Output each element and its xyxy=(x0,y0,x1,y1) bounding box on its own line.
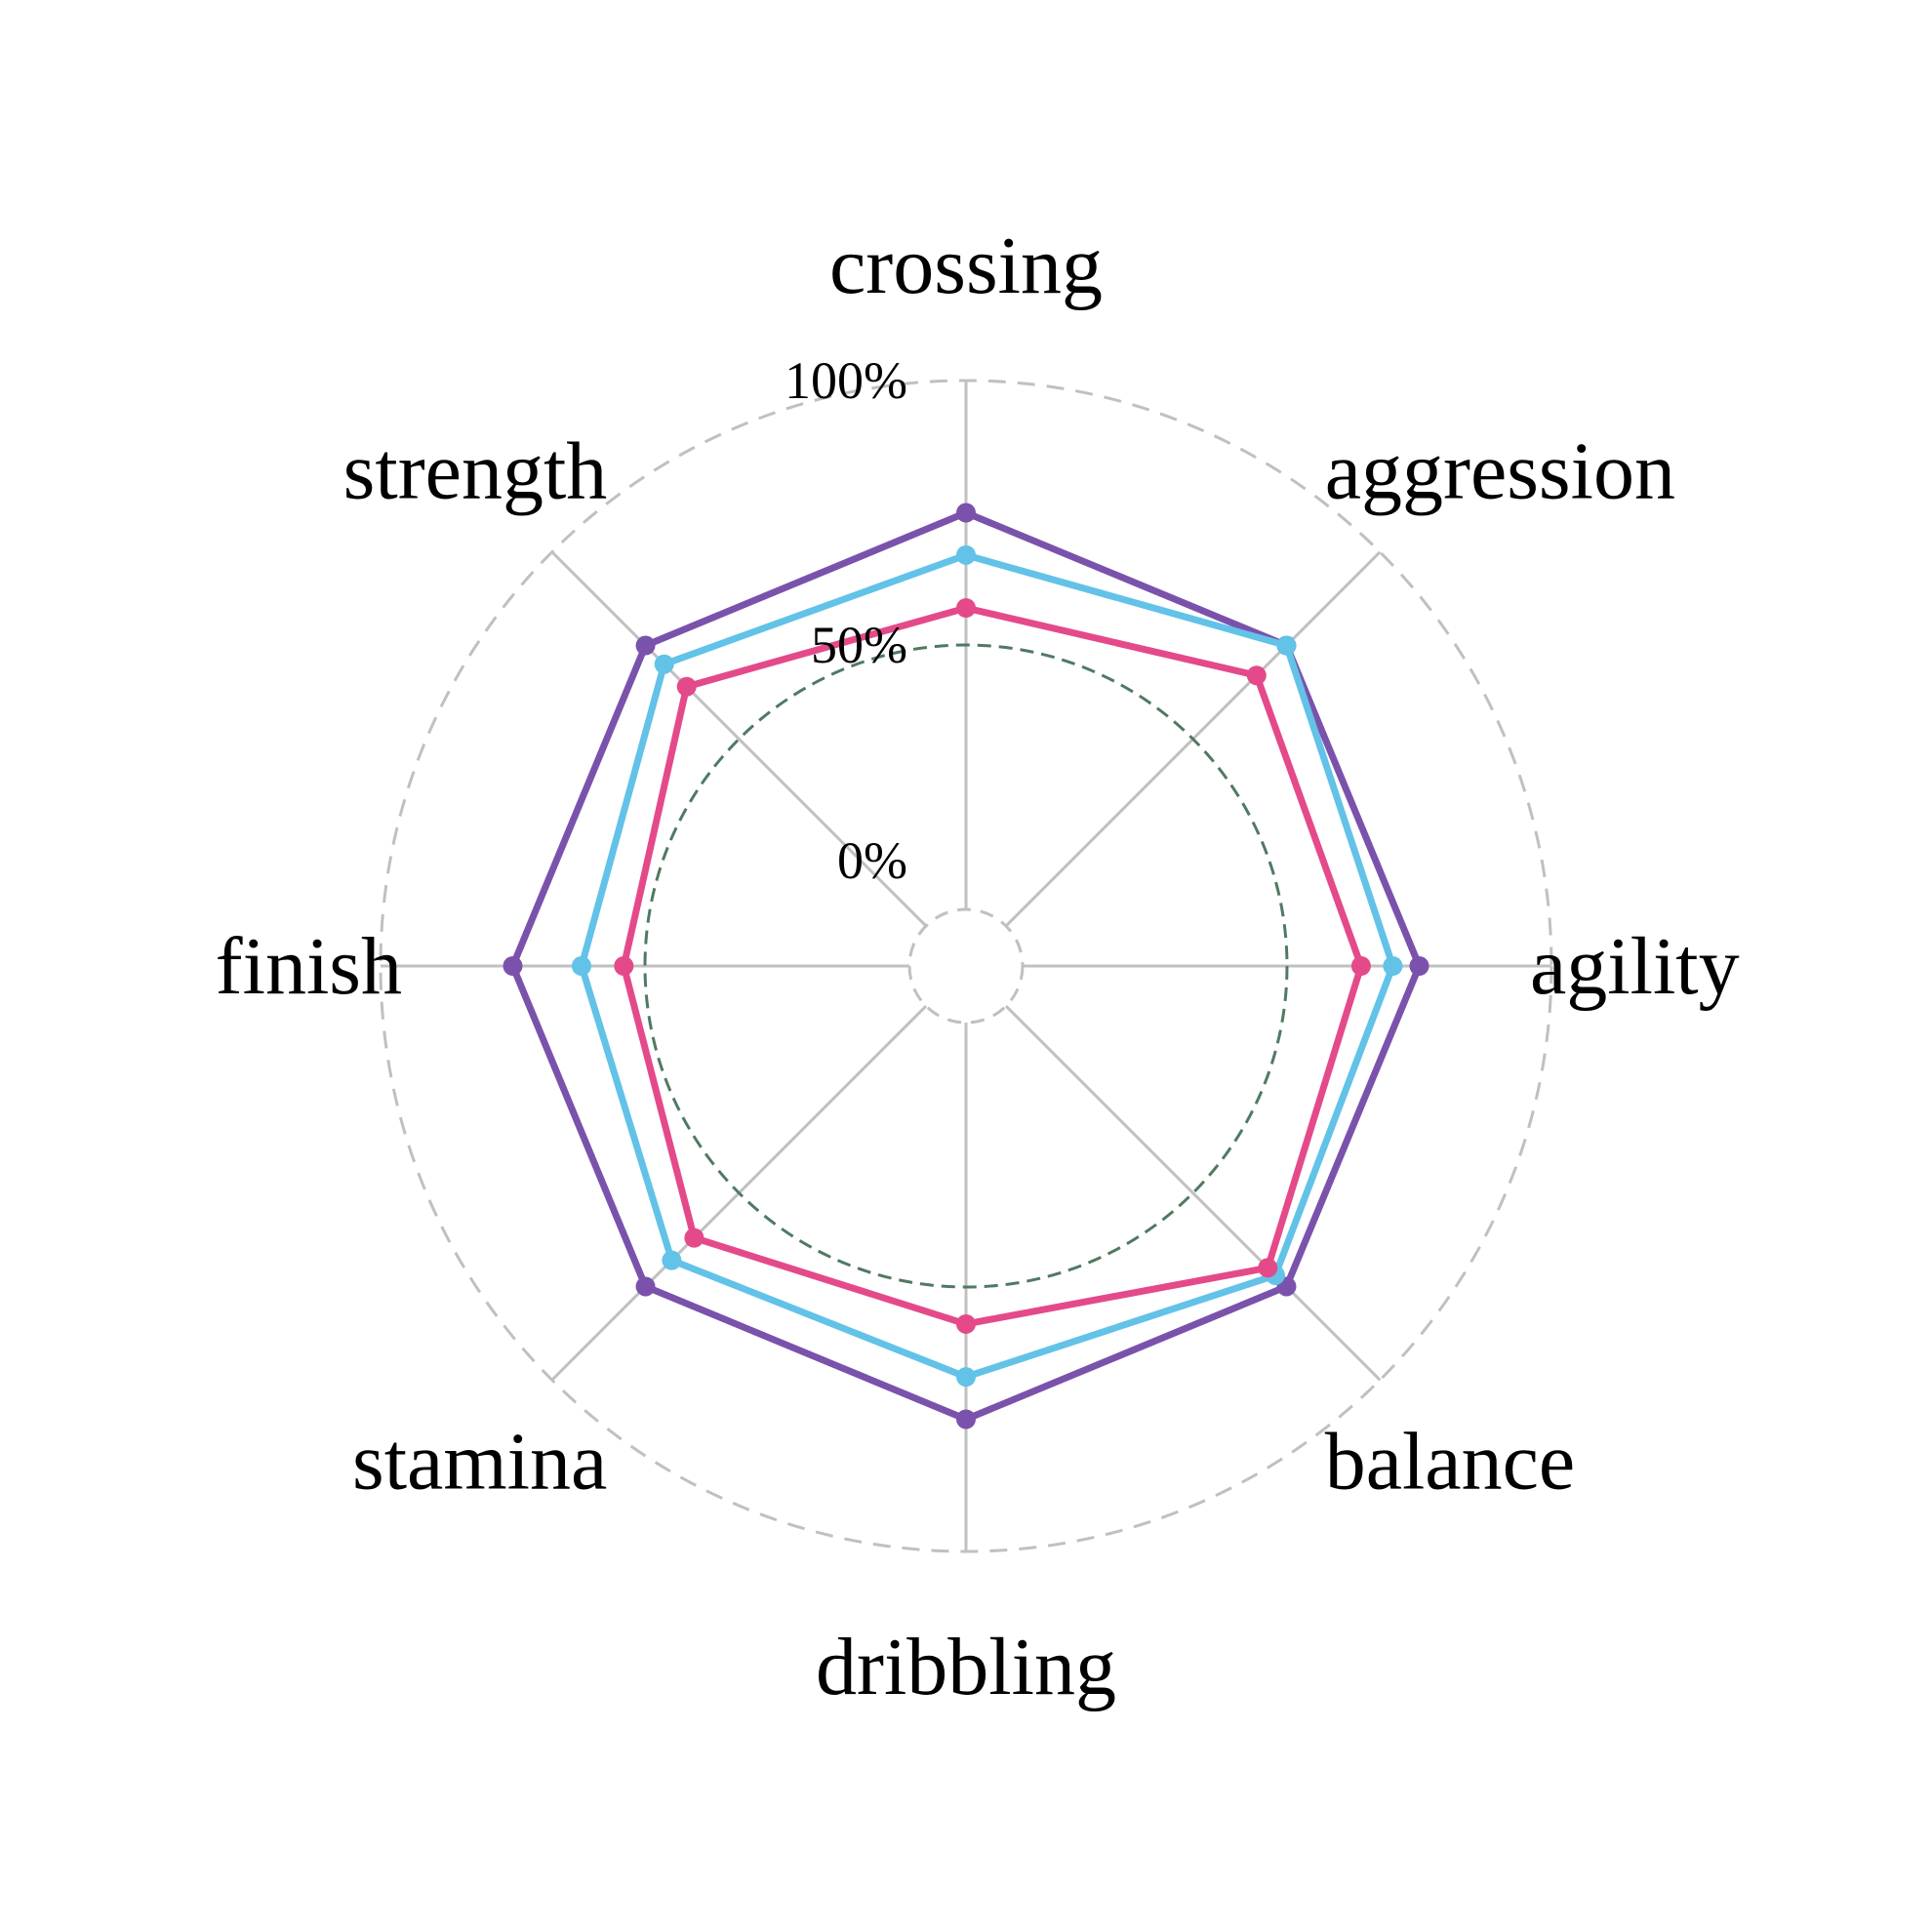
series-1-point-finish xyxy=(503,956,523,976)
series-1-point-dribbling xyxy=(956,1409,976,1429)
series-3-point-agility xyxy=(1350,956,1371,976)
grid xyxy=(379,379,1553,1553)
series-1-point-strength xyxy=(635,635,656,656)
series-2-point-dribbling xyxy=(956,1367,976,1388)
radial-tick-labels: 0% 50% 100% xyxy=(785,351,907,890)
axis-labels: crossing aggression agility balance dribblin… xyxy=(216,221,1740,1712)
series-3-point-stamina xyxy=(684,1228,704,1248)
spoke-strength xyxy=(550,550,928,928)
axis-label-strength: strength xyxy=(343,425,608,516)
series-1-point-crossing xyxy=(956,503,976,523)
axis-label-agility: agility xyxy=(1530,921,1740,1012)
series-3-point-dribbling xyxy=(956,1313,976,1334)
series-2-point-crossing xyxy=(956,544,976,565)
series-3-point-strength xyxy=(676,676,697,697)
series-3-point-finish xyxy=(614,956,634,976)
axis-label-dribbling: dribbling xyxy=(816,1622,1116,1712)
series-1-point-stamina xyxy=(635,1276,656,1297)
spoke-balance xyxy=(1004,1004,1382,1382)
series-2-point-strength xyxy=(654,654,674,674)
inner-ring xyxy=(907,907,1025,1025)
tick-label-3: 100% xyxy=(785,351,907,410)
series-layer xyxy=(503,503,1429,1429)
axis-label-balance: balance xyxy=(1325,1417,1575,1508)
series-3-point-aggression xyxy=(1246,665,1267,686)
axis-label-aggression: aggression xyxy=(1325,425,1675,516)
axis-label-crossing: crossing xyxy=(829,221,1103,311)
reference-ring xyxy=(643,643,1289,1289)
series-2-point-stamina xyxy=(662,1250,682,1270)
axis-label-finish: finish xyxy=(216,921,402,1012)
series-3-point-crossing xyxy=(956,598,976,619)
series-3-point-balance xyxy=(1258,1258,1278,1278)
series-2-point-finish xyxy=(571,956,591,976)
series-2-point-agility xyxy=(1383,956,1403,976)
outer-ring xyxy=(379,379,1553,1553)
axis-label-stamina: stamina xyxy=(352,1417,607,1508)
series-2-point-aggression xyxy=(1276,635,1297,656)
tick-label-1: 0% xyxy=(837,831,907,890)
series-1-point-agility xyxy=(1409,956,1429,976)
tick-label-2: 50% xyxy=(811,616,907,674)
